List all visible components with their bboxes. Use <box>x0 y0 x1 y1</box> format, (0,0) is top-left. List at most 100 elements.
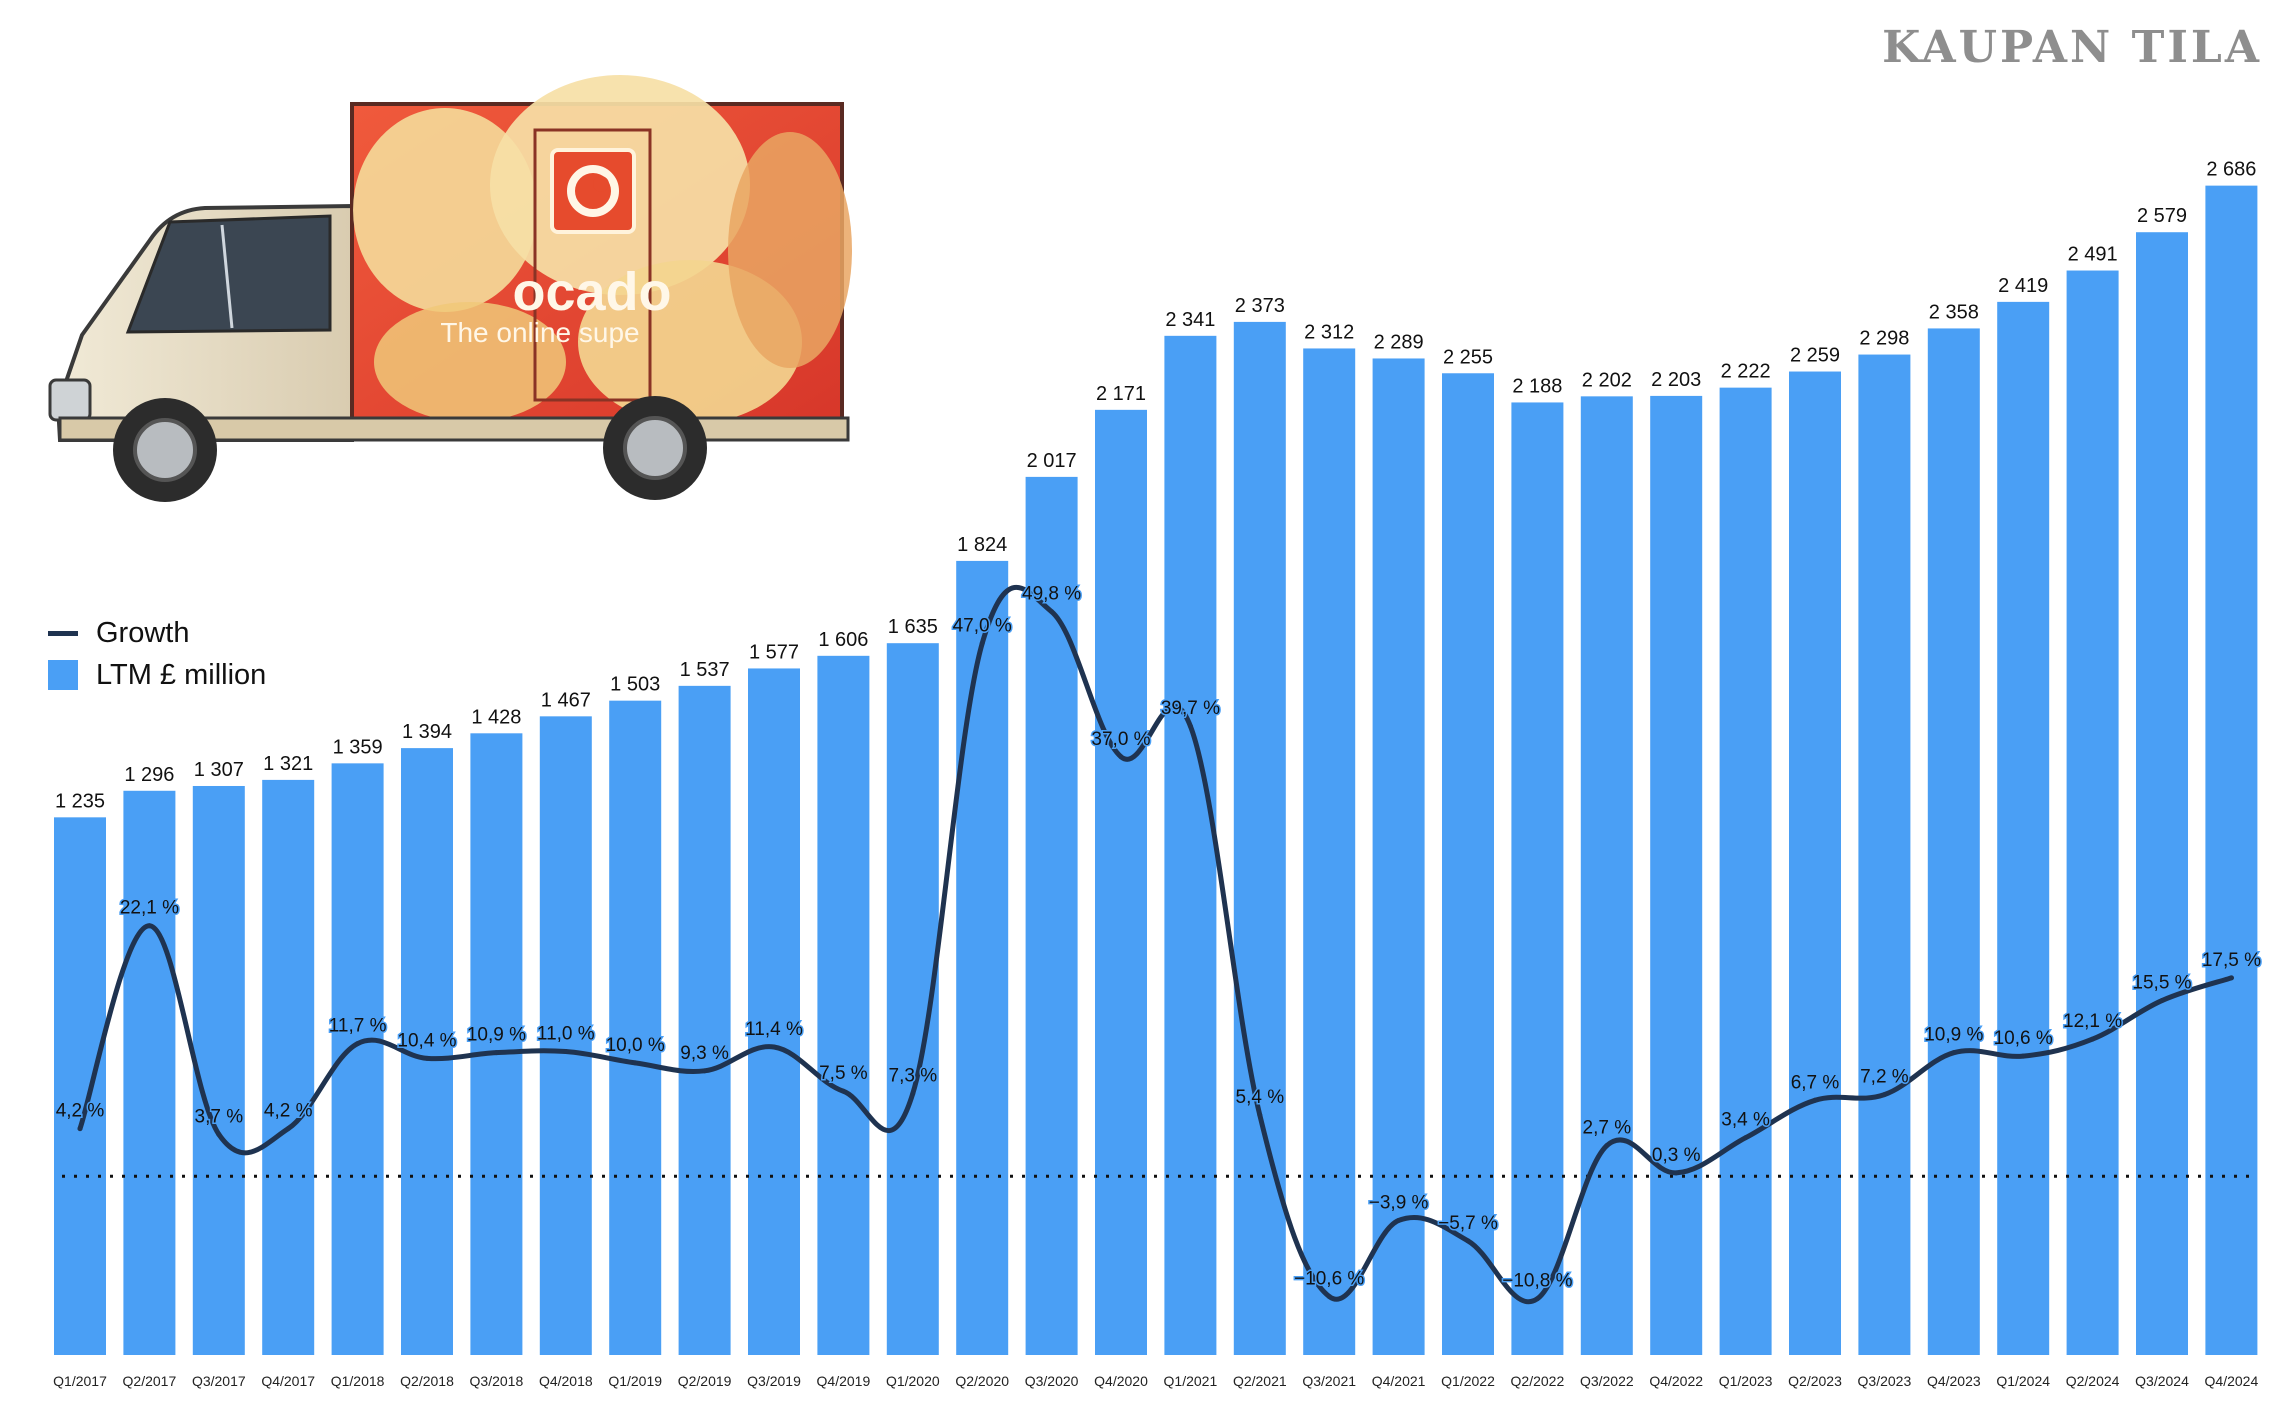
bar-value-label: 1 307 <box>194 759 244 781</box>
bar <box>1025 476 1078 1355</box>
bar-value-label: 2 419 <box>1998 275 2048 297</box>
bar <box>539 716 592 1355</box>
growth-point <box>840 1088 846 1094</box>
bar-value-label: 2 373 <box>1235 295 1285 317</box>
x-tick-label: Q1/2018 <box>331 1373 385 1389</box>
growth-value-label: 6,7 % <box>1791 1072 1840 1093</box>
growth-point <box>216 1131 222 1137</box>
growth-point <box>1326 1293 1332 1299</box>
x-tick-label: Q2/2022 <box>1511 1373 1565 1389</box>
bar-value-label: 2 298 <box>1859 328 1909 350</box>
bar-value-label: 2 579 <box>2137 205 2187 227</box>
labels-layer: 1 235 Q1/2017 1 296 Q2/2017 1 307 Q3/2017 1 32… <box>53 159 2262 1389</box>
x-tick-label: Q1/2023 <box>1719 1373 1773 1389</box>
bar <box>1997 301 2050 1355</box>
legend-item-growth: Growth <box>48 612 266 654</box>
growth-point <box>702 1068 708 1074</box>
growth-point <box>424 1055 430 1061</box>
bar-value-label: 2 188 <box>1512 375 1562 397</box>
growth-point <box>285 1126 291 1132</box>
x-tick-label: Q4/2018 <box>539 1373 593 1389</box>
x-tick-label: Q2/2019 <box>678 1373 732 1389</box>
bar <box>2066 270 2119 1355</box>
growth-value-label: 4,2 % <box>56 1101 105 1122</box>
legend-ltm-label: LTM £ million <box>96 658 267 691</box>
growth-value-label: 10,9 % <box>467 1025 526 1046</box>
growth-value-label: 4,2 % <box>264 1101 313 1122</box>
growth-point <box>910 1091 916 1096</box>
x-tick-label: Q1/2024 <box>1996 1373 2050 1389</box>
growth-value-label: 37,0 % <box>1091 729 1150 750</box>
growth-point <box>1673 1170 1679 1176</box>
bar-value-label: 2 491 <box>2068 244 2118 266</box>
bar-value-label: 1 235 <box>55 790 105 812</box>
bar-value-label: 1 359 <box>333 736 383 758</box>
x-tick-label: Q3/2021 <box>1302 1373 1356 1389</box>
brand-watermark: KAUPAN TILA <box>1882 22 2262 73</box>
x-tick-label: Q2/2024 <box>2066 1373 2120 1389</box>
x-tick-label: Q2/2020 <box>955 1373 1009 1389</box>
bar <box>1303 348 1356 1355</box>
growth-value-label: 11,0 % <box>537 1024 595 1045</box>
growth-point <box>77 1126 83 1132</box>
growth-value-label: 7,5 % <box>819 1063 868 1084</box>
growth-value-label: 9,3 % <box>680 1043 729 1064</box>
bar <box>1580 396 1633 1355</box>
bar <box>609 700 662 1355</box>
bar <box>2136 232 2188 1356</box>
bar-value-label: 2 358 <box>1929 301 1979 323</box>
growth-value-label: −5,7 % <box>1438 1213 1498 1234</box>
bar <box>470 733 523 1355</box>
growth-value-label: 10,0 % <box>606 1035 665 1056</box>
bar-value-label: 1 824 <box>957 534 1007 556</box>
growth-value-label: 10,9 % <box>1924 1025 1983 1046</box>
bar <box>956 560 1009 1355</box>
x-tick-label: Q2/2023 <box>1788 1373 1842 1389</box>
bar-value-label: 2 202 <box>1582 369 1632 391</box>
growth-point <box>1534 1296 1540 1302</box>
x-tick-label: Q2/2018 <box>400 1373 454 1389</box>
bar <box>1164 335 1217 1355</box>
bar-value-label: 1 394 <box>402 721 452 743</box>
x-tick-label: Q3/2023 <box>1858 1373 1912 1389</box>
x-tick-label: Q1/2020 <box>886 1373 940 1389</box>
bar-value-label: 2 255 <box>1443 346 1493 368</box>
growth-point <box>1881 1092 1887 1098</box>
bar <box>54 817 106 1355</box>
growth-point <box>1118 754 1124 760</box>
x-tick-label: Q3/2019 <box>747 1373 801 1389</box>
growth-point <box>1743 1135 1749 1141</box>
bar-value-label: 1 296 <box>124 764 174 786</box>
x-tick-label: Q4/2022 <box>1649 1373 1703 1389</box>
bar-value-label: 2 289 <box>1374 331 1424 353</box>
growth-point <box>2020 1053 2026 1059</box>
delivery-van-illustration: ocado The online supe <box>48 75 852 502</box>
x-tick-label: Q1/2022 <box>1441 1373 1495 1389</box>
x-tick-label: Q3/2024 <box>2135 1373 2189 1389</box>
legend-bar-swatch <box>48 660 78 690</box>
chart-legend: Growth LTM £ million <box>48 612 266 696</box>
growth-point <box>771 1044 777 1050</box>
bar <box>1442 373 1494 1355</box>
growth-value-label: −10,6 % <box>1294 1268 1364 1289</box>
x-tick-label: Q1/2017 <box>53 1373 107 1389</box>
bar <box>1095 409 1147 1356</box>
x-tick-label: Q4/2017 <box>261 1373 315 1389</box>
growth-point <box>1257 1112 1263 1118</box>
bar <box>262 779 315 1355</box>
growth-value-label: 3,4 % <box>1721 1110 1770 1131</box>
bar-value-label: 2 686 <box>2206 159 2256 181</box>
bar-value-label: 1 577 <box>749 641 799 663</box>
bar <box>2205 185 2258 1355</box>
growth-point <box>2090 1036 2096 1042</box>
x-tick-label: Q4/2021 <box>1372 1373 1426 1389</box>
growth-value-label: 11,4 % <box>745 1019 803 1040</box>
bar-value-label: 1 503 <box>610 674 660 696</box>
growth-point <box>2228 975 2234 981</box>
growth-value-label: 10,6 % <box>1994 1028 2053 1049</box>
bar <box>1650 395 1703 1355</box>
growth-value-label: −3,9 % <box>1369 1192 1429 1213</box>
bar <box>123 790 176 1355</box>
growth-point <box>1812 1097 1818 1103</box>
